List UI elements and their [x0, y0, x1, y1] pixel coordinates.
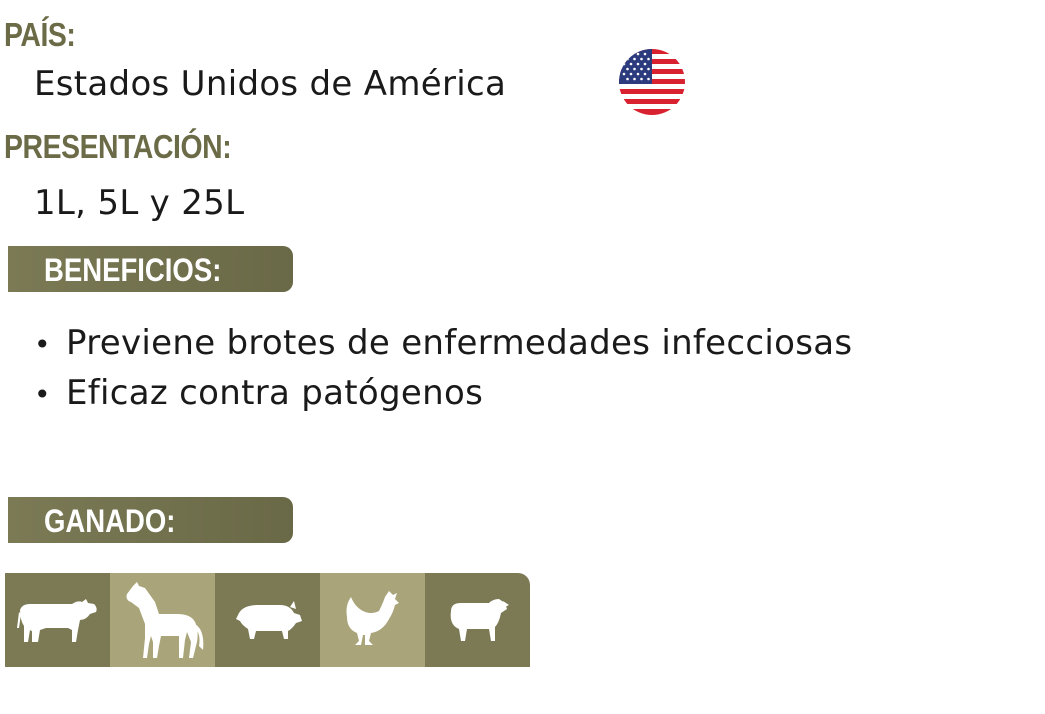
cow-icon — [16, 599, 97, 642]
list-item: • Previene brotes de enfermedades infecci… — [34, 322, 852, 372]
benefit-text: Previene brotes de enfermedades infeccio… — [66, 323, 853, 363]
usa-flag-icon — [619, 49, 685, 115]
animal-tile-pig — [215, 573, 320, 667]
presentation-value: 1L, 5L y 25L — [34, 183, 245, 223]
country-value: Estados Unidos de América — [34, 64, 507, 104]
pig-icon — [235, 601, 302, 639]
livestock-header: GANADO: — [8, 497, 293, 543]
animal-tile-horse — [110, 573, 215, 667]
bullet-icon: • — [34, 378, 51, 411]
presentation-label: PRESENTACIÓN: — [4, 128, 232, 165]
benefits-header: BENEFICIOS: — [8, 246, 293, 292]
chicken-icon — [346, 591, 399, 645]
country-label: PAÍS: — [4, 16, 76, 53]
horse-icon — [126, 582, 203, 658]
animal-tile-cow — [5, 573, 110, 667]
benefit-text: Eficaz contra patógenos — [66, 373, 484, 413]
sheep-icon — [450, 599, 509, 641]
animal-tile-sheep — [425, 573, 530, 667]
bullet-icon: • — [34, 328, 51, 361]
benefits-label: BENEFICIOS: — [44, 252, 222, 288]
list-item: • Eficaz contra patógenos — [34, 372, 852, 422]
benefits-list: • Previene brotes de enfermedades infecci… — [34, 322, 852, 422]
livestock-label: GANADO: — [44, 503, 176, 539]
livestock-icons — [5, 573, 530, 667]
animal-tile-chicken — [320, 573, 425, 667]
